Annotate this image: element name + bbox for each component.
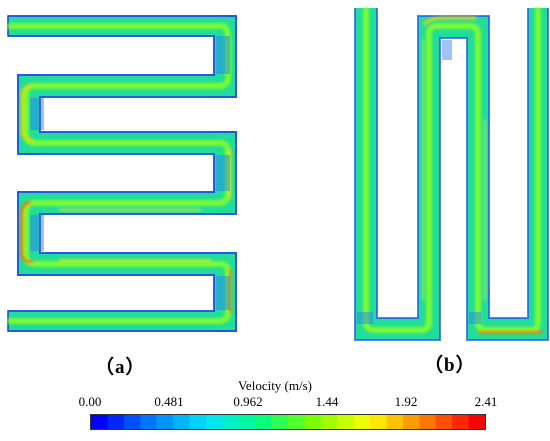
panel-b-label: （b） xyxy=(424,355,476,376)
vertical-serpentine-velocity-contour xyxy=(354,7,549,341)
panel-a-label: （a） xyxy=(95,357,146,378)
colorbar-tick-3: 1.44 xyxy=(315,394,339,409)
colorbar-tick-1: 0.481 xyxy=(154,394,184,409)
colorbar-tick-4: 1.92 xyxy=(394,394,418,409)
velocity-colorbar xyxy=(90,414,486,430)
serpentine-velocity-contour xyxy=(7,15,237,332)
colorbar-tick-5: 2.41 xyxy=(474,394,498,409)
panel-b-vertical-serpentine-flowfield xyxy=(345,0,550,345)
colorbar-tick-2: 0.962 xyxy=(233,394,263,409)
colorbar-title: Velocity (m/s) xyxy=(237,378,312,393)
panel-a-serpentine-flowfield xyxy=(0,0,260,340)
colorbar-tick-0: 0.00 xyxy=(78,394,102,409)
